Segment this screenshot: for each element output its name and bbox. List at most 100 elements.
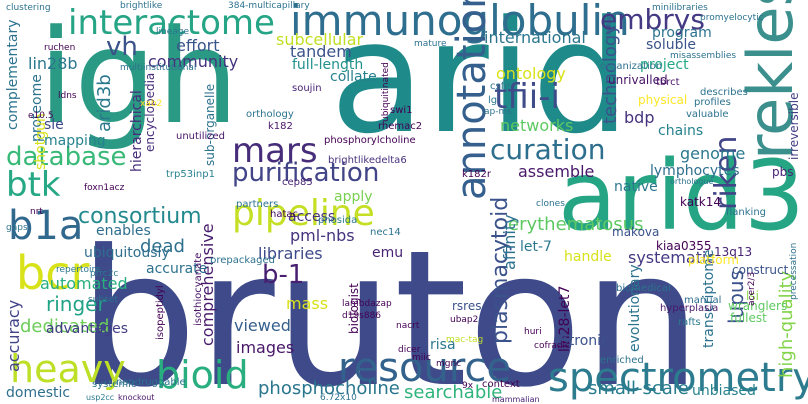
- word: isothiocyanate: [193, 252, 204, 326]
- word: nondruggable: [116, 377, 186, 388]
- word: bruton: [78, 210, 702, 404]
- word: fullest: [730, 311, 767, 325]
- word: lymphocytes: [650, 163, 740, 179]
- word: d19s886: [342, 311, 382, 321]
- word: consortium: [78, 204, 202, 229]
- word: immunoglobulin: [290, 0, 630, 45]
- word: repertoire: [56, 265, 101, 275]
- word: let-7: [520, 239, 552, 255]
- word: sle: [44, 117, 64, 133]
- word: enriched: [600, 355, 644, 366]
- word: flanking: [726, 207, 767, 218]
- word: 6.72x10: [320, 393, 357, 403]
- word: intronic: [556, 333, 609, 349]
- word: physical: [638, 93, 688, 107]
- word: nacrt: [396, 321, 420, 331]
- word: systemic: [92, 379, 137, 390]
- word: subset: [88, 295, 118, 305]
- word: dedicated: [20, 316, 110, 337]
- word: complementary: [5, 19, 21, 130]
- word: brightlike: [120, 1, 163, 11]
- word: 9x: [462, 381, 474, 391]
- word: cofradic: [534, 341, 570, 351]
- word: handle: [564, 249, 612, 265]
- word: enables: [96, 223, 151, 239]
- word: native: [614, 179, 658, 195]
- word: swi1: [390, 105, 413, 116]
- word: erythematosus: [508, 214, 644, 235]
- word: foxn1acz: [84, 183, 125, 193]
- word: pbs: [772, 165, 794, 179]
- word: minilibraries: [652, 3, 708, 13]
- word: lsi: [746, 289, 759, 303]
- word: purification: [232, 158, 380, 188]
- word: valuable: [686, 109, 729, 120]
- word: international: [484, 28, 586, 47]
- word: ontology: [496, 64, 566, 83]
- word: viewed: [234, 316, 291, 335]
- word: xab2: [140, 99, 163, 109]
- word: ubap2: [450, 315, 479, 325]
- word: vh: [106, 32, 138, 62]
- word: lambdazap: [342, 299, 392, 309]
- word: rhemac2: [378, 121, 423, 132]
- word: mapping: [44, 133, 106, 149]
- word: mac-tag: [446, 335, 484, 345]
- word: tandem: [290, 42, 352, 61]
- word: subcellular: [276, 30, 364, 49]
- word: arid3: [558, 140, 805, 252]
- word: multiinstitutional: [120, 63, 197, 73]
- word: promyelocytic: [700, 13, 764, 23]
- word: wranglers: [728, 299, 788, 313]
- word: 13q13: [714, 245, 753, 259]
- word: igh: [38, 1, 240, 153]
- word: prrc2c: [90, 269, 119, 279]
- word: describes: [700, 87, 748, 98]
- word: hatac: [270, 209, 299, 220]
- word: context: [482, 379, 520, 390]
- word: phosida: [318, 215, 358, 226]
- word: construct: [732, 263, 789, 277]
- word: irreversible: [787, 92, 801, 160]
- word: collate: [330, 69, 377, 85]
- word: csfe: [490, 81, 511, 92]
- word: risa: [430, 337, 456, 353]
- word: b1a: [8, 203, 84, 249]
- word: clustering: [6, 3, 51, 13]
- word: mature: [414, 39, 447, 49]
- word: curation: [490, 133, 606, 166]
- word: tbrct: [656, 77, 680, 88]
- word: phosphocholine: [258, 378, 400, 399]
- word: full-length: [292, 57, 364, 73]
- word: makova: [612, 225, 660, 239]
- word: program: [652, 25, 712, 41]
- word: platform: [688, 253, 739, 267]
- word: heavy: [10, 347, 126, 391]
- word: btk: [6, 165, 61, 205]
- word: small-scale: [588, 378, 689, 399]
- word: bcr: [16, 246, 90, 300]
- word: orthologue: [670, 177, 714, 186]
- word: automated: [40, 274, 128, 293]
- word: precessation: [789, 242, 799, 300]
- word: mars: [232, 131, 318, 171]
- word: soujin: [292, 83, 322, 94]
- word: community: [148, 52, 239, 71]
- word: systematic: [628, 248, 716, 267]
- word: lg: [488, 95, 498, 106]
- word: unrivalled: [608, 73, 668, 87]
- word: organization: [600, 61, 663, 72]
- word: access: [288, 209, 336, 225]
- word: domestic: [6, 385, 71, 401]
- word: clones: [536, 199, 565, 209]
- word: ubiquitously: [84, 245, 170, 261]
- word: pml-nbs: [290, 226, 355, 245]
- word: isopeptidyl: [155, 285, 166, 340]
- word: ringer: [46, 292, 106, 316]
- word: networks: [500, 116, 574, 135]
- word: huri: [524, 327, 542, 337]
- word: assemble: [518, 162, 595, 181]
- word: 384-multicapillary: [228, 1, 310, 11]
- word: pipeline: [232, 193, 375, 234]
- word: e10.5: [28, 111, 54, 121]
